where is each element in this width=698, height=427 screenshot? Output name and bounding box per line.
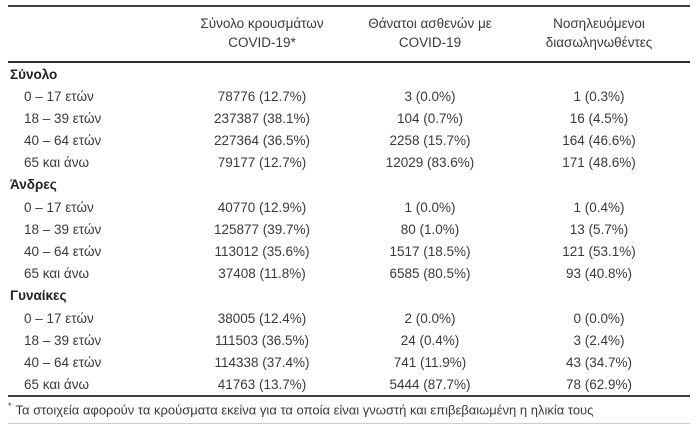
intubated-cell: 1 (0.4%) xyxy=(573,199,625,215)
cases-cell: 79177 (12.7%) xyxy=(217,154,307,170)
table-row: 0 – 17 ετών 38005 (12.4%) 2 (0.0%) 0 (0.… xyxy=(8,307,690,329)
col-header-intubated: Νοσηλευόμενοι διασωληνωθέντες xyxy=(508,6,690,63)
row-label: 18 – 39 ετών xyxy=(24,110,102,126)
deaths-cell: 3 (0.0%) xyxy=(404,88,456,104)
deaths-cell: 1 (0.0%) xyxy=(404,199,456,215)
row-label: 40 – 64 ετών xyxy=(24,132,102,148)
row-label: 18 – 39 ετών xyxy=(24,221,102,237)
intubated-cell: 43 (34.7%) xyxy=(565,354,633,370)
section-title-women: Γυναίκες xyxy=(10,288,67,303)
deaths-cell: 2258 (15.7%) xyxy=(389,132,471,148)
row-label: 18 – 39 ετών xyxy=(24,332,102,348)
header-row: Σύνολο κρουσμάτων COVID-19* Θάνατοι ασθε… xyxy=(8,6,690,63)
table-row: 0 – 17 ετών 40770 (12.9%) 1 (0.0%) 1 (0.… xyxy=(8,196,690,218)
intubated-cell: 13 (5.7%) xyxy=(569,221,629,237)
table-row: 40 – 64 ετών 114338 (37.4%) 741 (11.9%) … xyxy=(8,351,690,373)
table-row: 0 – 17 ετών 78776 (12.7%) 3 (0.0%) 1 (0.… xyxy=(8,85,690,107)
cases-cell: 37408 (11.8%) xyxy=(218,265,306,281)
table-row: 40 – 64 ετών 113012 (35.6%) 1517 (18.5%)… xyxy=(8,240,690,262)
cases-cell: 113012 (35.6%) xyxy=(214,243,310,259)
cases-cell: 114338 (37.4%) xyxy=(214,354,310,370)
deaths-cell: 1517 (18.5%) xyxy=(389,243,471,259)
intubated-cell: 3 (2.4%) xyxy=(573,332,625,348)
row-label: 0 – 17 ετών xyxy=(24,310,94,326)
col-header-empty xyxy=(8,6,172,63)
intubated-cell: 0 (0.0%) xyxy=(573,310,625,326)
deaths-cell: 5444 (87.7%) xyxy=(389,376,471,392)
section-title-men: Άνδρες xyxy=(10,177,57,192)
col-header-cases-line1: Σύνολο κρουσμάτων xyxy=(200,16,324,31)
col-header-cases: Σύνολο κρουσμάτων COVID-19* xyxy=(172,6,352,63)
table-row: 18 – 39 ετών 237387 (38.1%) 104 (0.7%) 1… xyxy=(8,107,690,129)
deaths-cell: 80 (1.0%) xyxy=(400,221,460,237)
intubated-cell: 78 (62.9%) xyxy=(565,376,633,392)
col-header-intubated-line1: Νοσηλευόμενοι xyxy=(553,16,645,31)
section-title-total: Σύνολο xyxy=(10,66,58,82)
table-row: 65 και άνω 37408 (11.8%) 6585 (80.5%) 93… xyxy=(8,262,690,284)
cases-cell: 125877 (39.7%) xyxy=(213,221,311,237)
deaths-cell: 741 (11.9%) xyxy=(393,354,467,370)
cases-cell: 111503 (36.5%) xyxy=(214,332,310,348)
section-row-total: Σύνολο xyxy=(8,62,690,85)
col-header-deaths: Θάνατοι ασθενών με COVID-19 xyxy=(352,6,508,63)
intubated-cell: 93 (40.8%) xyxy=(565,265,633,281)
deaths-cell: 12029 (83.6%) xyxy=(385,154,475,170)
section-row-men: Άνδρες xyxy=(8,173,690,196)
row-label: 40 – 64 ετών xyxy=(24,354,102,370)
footnote: * Τα στοιχεία αφορούν τα κρούσματα εκείνα… xyxy=(8,395,690,425)
col-header-deaths-line2: COVID-19 xyxy=(398,35,462,50)
cases-cell: 38005 (12.4%) xyxy=(217,310,307,326)
table-row: 65 και άνω 41763 (13.7%) 5444 (87.7%) 78… xyxy=(8,373,690,395)
row-label: 0 – 17 ετών xyxy=(24,199,94,215)
table-row: 18 – 39 ετών 125877 (39.7%) 80 (1.0%) 13… xyxy=(8,218,690,240)
table-row: 65 και άνω 79177 (12.7%) 12029 (83.6%) 1… xyxy=(8,151,690,173)
intubated-cell: 164 (46.6%) xyxy=(562,132,636,148)
col-header-cases-line2: COVID-19* xyxy=(228,35,296,50)
footnote-text: Τα στοιχεία αφορούν τα κρούσματα εκείνα … xyxy=(15,402,594,418)
deaths-cell: 24 (0.4%) xyxy=(400,332,460,348)
row-label: 0 – 17 ετών xyxy=(24,88,94,104)
intubated-cell: 121 (53.1%) xyxy=(562,243,636,259)
intubated-cell: 1 (0.3%) xyxy=(573,88,625,104)
cases-cell: 227364 (36.5%) xyxy=(213,132,311,148)
deaths-cell: 6585 (80.5%) xyxy=(389,265,471,281)
cases-cell: 78776 (12.7%) xyxy=(217,88,307,104)
deaths-cell: 104 (0.7%) xyxy=(396,110,464,126)
cases-cell: 237387 (38.1%) xyxy=(213,110,311,126)
intubated-cell: 171 (48.6%) xyxy=(562,154,636,170)
table-wrapper: Σύνολο κρουσμάτων COVID-19* Θάνατοι ασθε… xyxy=(8,5,690,395)
cases-cell: 41763 (13.7%) xyxy=(217,376,307,392)
covid-stats-table: Σύνολο κρουσμάτων COVID-19* Θάνατοι ασθε… xyxy=(8,5,690,395)
footnote-asterisk: * xyxy=(8,401,12,411)
table-row: 18 – 39 ετών 111503 (36.5%) 24 (0.4%) 3 … xyxy=(8,329,690,351)
row-label: 65 και άνω xyxy=(24,376,90,392)
cases-cell: 40770 (12.9%) xyxy=(217,199,307,215)
row-label: 65 και άνω xyxy=(24,154,90,170)
row-label: 65 και άνω xyxy=(24,265,90,281)
table-row: 40 – 64 ετών 227364 (36.5%) 2258 (15.7%)… xyxy=(8,129,690,151)
intubated-cell: 16 (4.5%) xyxy=(569,110,629,126)
col-header-intubated-line2: διασωληνωθέντες xyxy=(545,35,653,50)
row-label: 40 – 64 ετών xyxy=(24,243,102,259)
deaths-cell: 2 (0.0%) xyxy=(404,310,456,326)
section-row-women: Γυναίκες xyxy=(8,284,690,307)
col-header-deaths-line1: Θάνατοι ασθενών με xyxy=(368,16,492,31)
